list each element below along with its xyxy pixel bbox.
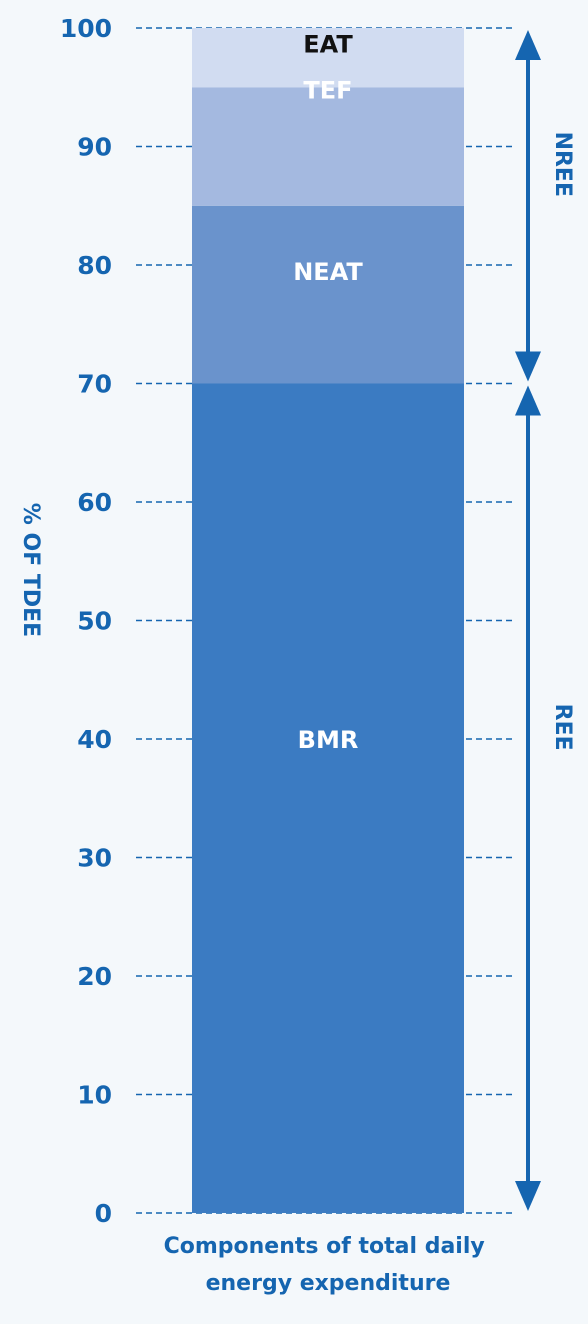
stacked-bar — [192, 28, 464, 1213]
x-axis-label-line-2: energy expenditure — [206, 1271, 451, 1296]
y-tick-10: 10 — [77, 1081, 112, 1110]
bracket-arrow-down-ree — [515, 1181, 541, 1211]
x-axis-label-line-1: Components of total daily — [164, 1234, 485, 1259]
y-tick-40: 40 — [77, 725, 112, 754]
segment-label-tef: TEF — [303, 77, 352, 105]
bracket-label-ree: REE — [550, 704, 575, 751]
bar-segment-bmr — [192, 383, 464, 1213]
segment-label-eat: EAT — [303, 30, 353, 58]
y-tick-70: 70 — [77, 370, 112, 399]
y-tick-80: 80 — [77, 251, 112, 280]
y-tick-90: 90 — [77, 133, 112, 162]
y-tick-0: 0 — [95, 1199, 112, 1228]
bracket-arrow-up-nree — [515, 30, 541, 60]
y-tick-30: 30 — [77, 844, 112, 873]
y-tick-50: 50 — [77, 607, 112, 636]
bracket-arrow-up-ree — [515, 385, 541, 416]
bar-segment-tef — [192, 87, 464, 206]
segment-label-neat: NEAT — [293, 258, 363, 286]
segment-labels: BMR NEAT TEF EAT — [293, 30, 363, 754]
bracket-label-nree: NREE — [550, 132, 575, 197]
y-tick-20: 20 — [77, 962, 112, 991]
y-tick-100: 100 — [60, 14, 112, 43]
y-axis-ticks: 0 10 20 30 40 50 60 70 80 90 100 — [60, 14, 112, 1228]
bracket-arrow-down-nree — [515, 351, 541, 382]
y-axis-title: % OF TDEE — [18, 503, 43, 637]
bar-segment-neat — [192, 205, 464, 384]
segment-label-bmr: BMR — [298, 726, 359, 754]
x-axis-label: Components of total daily energy expendi… — [164, 1234, 493, 1296]
bar-segment-eat — [192, 28, 464, 88]
brackets: NREE REE — [515, 30, 575, 1211]
y-tick-60: 60 — [77, 488, 112, 517]
